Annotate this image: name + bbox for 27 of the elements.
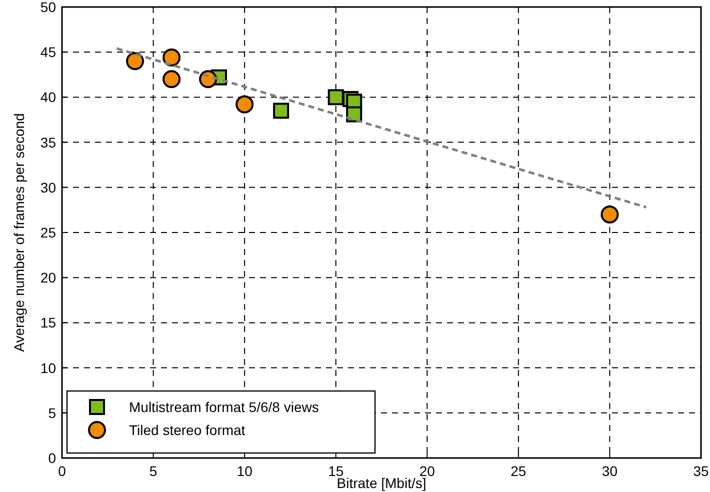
x-tick-label: 0 bbox=[58, 463, 66, 479]
x-tick-label: 25 bbox=[510, 463, 526, 479]
y-tick-label: 30 bbox=[40, 179, 56, 196]
y-tick-label: 20 bbox=[40, 270, 56, 286]
y-tick-label: 25 bbox=[40, 224, 56, 240]
y-tick-label: 45 bbox=[40, 44, 56, 60]
point bbox=[328, 89, 344, 106]
y-tick-label: 35 bbox=[40, 134, 56, 150]
x-tick-label: 10 bbox=[236, 463, 253, 479]
y-tick-label: 5 bbox=[48, 404, 56, 421]
legend-label: Multistream format 5/6/8 views bbox=[129, 399, 319, 415]
point bbox=[273, 102, 290, 119]
point bbox=[162, 48, 181, 67]
x-tick-label: 30 bbox=[602, 463, 618, 479]
legend-label: Tiled stereo format bbox=[129, 422, 246, 438]
point bbox=[162, 70, 181, 88]
x-tick-label: 35 bbox=[693, 463, 709, 479]
point bbox=[236, 95, 254, 114]
point bbox=[600, 205, 619, 224]
y-axis-title: Average number of frames per second bbox=[11, 113, 27, 352]
y-tick-label: 40 bbox=[40, 89, 56, 106]
y-tick-label: 0 bbox=[48, 450, 56, 466]
y-tick-label: 10 bbox=[40, 360, 56, 376]
y-tick-label: 15 bbox=[40, 314, 56, 331]
x-tick-label: 5 bbox=[149, 463, 158, 479]
point bbox=[126, 52, 144, 70]
y-tick-label: 50 bbox=[40, 0, 56, 15]
